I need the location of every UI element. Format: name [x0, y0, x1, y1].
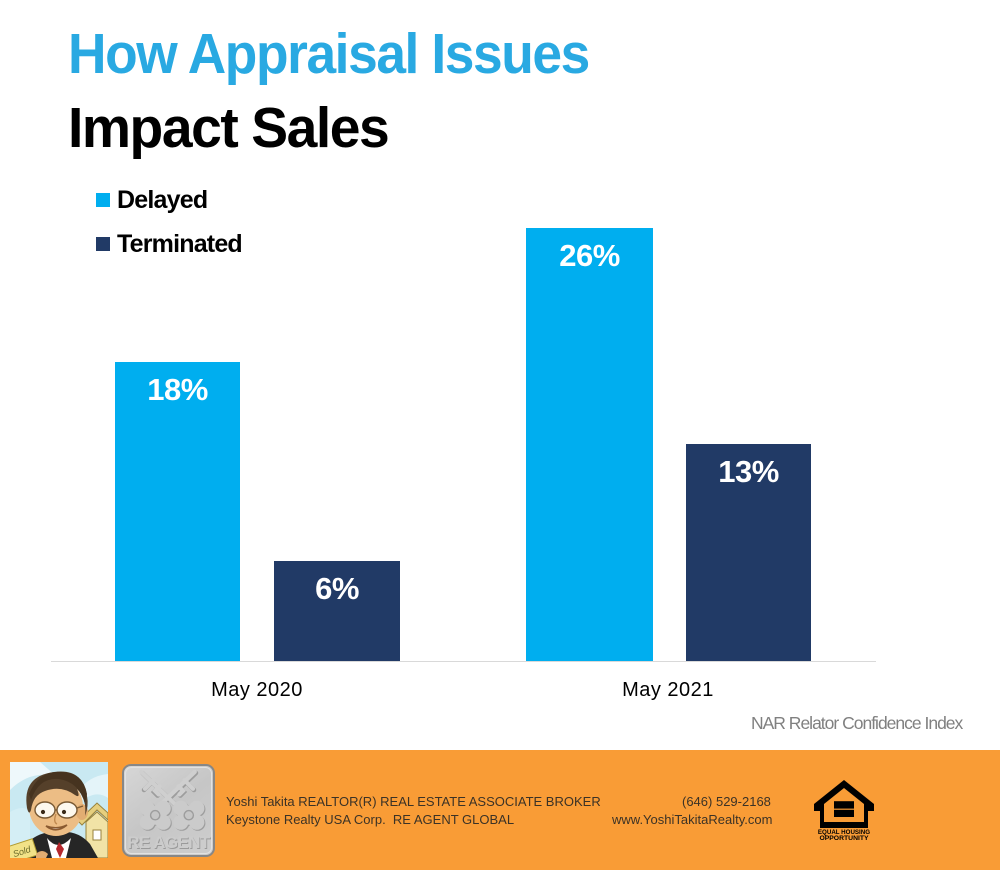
svg-text:RE AGENT: RE AGENT: [127, 833, 211, 852]
svg-text:Sold: Sold: [12, 844, 33, 858]
svg-text:OPPORTUNITY: OPPORTUNITY: [819, 835, 869, 840]
svg-text:RE AGENT: RE AGENT: [128, 834, 212, 853]
svg-text:EQUAL HOUSING: EQUAL HOUSING: [818, 829, 870, 836]
